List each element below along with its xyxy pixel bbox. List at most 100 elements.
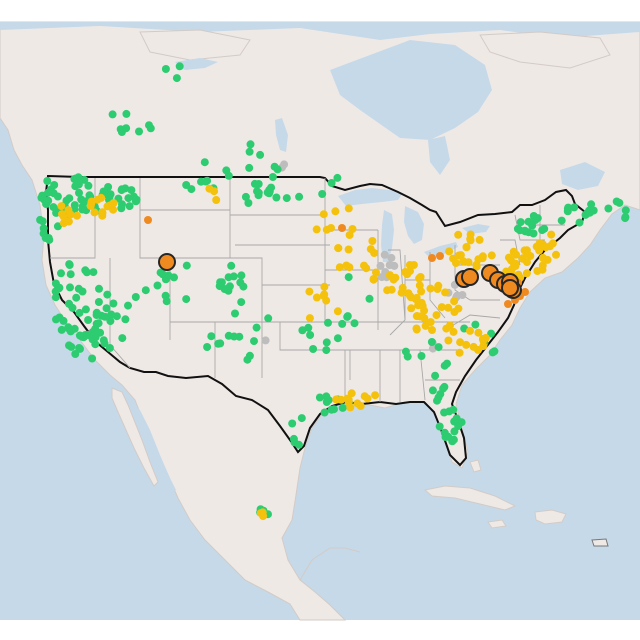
good-site-marker[interactable] (38, 217, 47, 226)
moderate-site-marker[interactable] (312, 225, 321, 234)
good-site-marker[interactable] (70, 324, 79, 333)
good-site-marker[interactable] (81, 305, 90, 314)
good-site-marker[interactable] (102, 189, 111, 198)
good-site-marker[interactable] (439, 384, 448, 393)
usg-site-marker[interactable] (436, 252, 444, 260)
good-site-marker[interactable] (94, 319, 103, 328)
good-site-marker[interactable] (441, 433, 450, 441)
moderate-site-marker[interactable] (456, 251, 465, 260)
good-site-marker[interactable] (417, 352, 426, 360)
good-site-marker[interactable] (43, 177, 52, 185)
good-site-marker[interactable] (435, 422, 444, 431)
good-site-marker[interactable] (231, 309, 239, 318)
moderate-site-marker[interactable] (416, 300, 424, 309)
good-site-marker[interactable] (237, 271, 246, 280)
good-site-marker[interactable] (125, 202, 134, 211)
good-site-marker[interactable] (71, 350, 80, 358)
good-site-marker[interactable] (350, 319, 359, 328)
moderate-site-marker[interactable] (475, 235, 484, 244)
good-site-marker[interactable] (443, 359, 451, 368)
good-site-marker[interactable] (95, 284, 103, 293)
moderate-site-marker[interactable] (459, 257, 468, 266)
moderate-site-marker[interactable] (462, 340, 471, 349)
good-site-marker[interactable] (57, 269, 65, 278)
moderate-site-marker[interactable] (407, 304, 416, 313)
good-site-marker[interactable] (272, 193, 281, 202)
good-site-marker[interactable] (327, 179, 336, 187)
good-site-marker[interactable] (127, 186, 136, 195)
moderate-site-marker[interactable] (109, 199, 118, 208)
good-site-marker[interactable] (282, 194, 291, 203)
good-site-marker[interactable] (182, 295, 191, 304)
good-site-marker[interactable] (109, 299, 118, 308)
moderate-site-marker[interactable] (444, 303, 453, 312)
moderate-site-marker[interactable] (538, 240, 547, 249)
good-site-marker[interactable] (333, 173, 342, 182)
good-site-marker[interactable] (161, 65, 170, 73)
moderate-site-marker[interactable] (472, 262, 481, 271)
good-site-marker[interactable] (85, 331, 94, 340)
good-site-marker[interactable] (102, 304, 111, 313)
good-site-marker[interactable] (612, 197, 621, 206)
good-site-marker[interactable] (318, 190, 327, 198)
moderate-site-marker[interactable] (420, 314, 429, 323)
moderate-site-marker[interactable] (322, 225, 331, 234)
good-site-marker[interactable] (520, 226, 529, 235)
good-site-marker[interactable] (440, 408, 449, 417)
good-site-marker[interactable] (528, 221, 537, 230)
usg-site-marker[interactable] (428, 254, 436, 262)
good-site-marker[interactable] (66, 283, 74, 292)
good-site-marker[interactable] (122, 124, 131, 133)
moderate-site-marker[interactable] (59, 212, 68, 221)
moderate-site-marker[interactable] (417, 287, 426, 296)
usg-site-marker[interactable] (144, 216, 152, 224)
good-site-marker[interactable] (434, 343, 443, 352)
good-site-marker[interactable] (243, 355, 252, 364)
moderate-site-marker[interactable] (533, 267, 542, 275)
good-site-marker[interactable] (84, 181, 93, 190)
good-site-marker[interactable] (88, 354, 97, 363)
moderate-site-marker[interactable] (347, 389, 356, 398)
good-site-marker[interactable] (82, 268, 91, 277)
moderate-site-marker[interactable] (356, 402, 365, 410)
moderate-site-marker[interactable] (462, 243, 471, 251)
good-site-marker[interactable] (99, 336, 108, 345)
good-site-marker[interactable] (289, 434, 298, 443)
moderate-site-marker[interactable] (434, 281, 443, 290)
good-site-marker[interactable] (49, 203, 58, 212)
good-site-marker[interactable] (124, 301, 132, 310)
moderate-site-marker[interactable] (109, 205, 118, 214)
moderate-site-marker[interactable] (455, 348, 464, 357)
good-site-marker[interactable] (224, 331, 233, 340)
good-site-marker[interactable] (72, 293, 81, 302)
good-site-marker[interactable] (52, 315, 60, 324)
moderate-site-marker[interactable] (552, 250, 560, 259)
good-site-marker[interactable] (294, 440, 303, 449)
good-site-marker[interactable] (121, 315, 130, 324)
good-site-marker[interactable] (322, 346, 331, 355)
good-site-marker[interactable] (203, 343, 212, 351)
usg-site-marker[interactable] (504, 300, 512, 308)
good-site-marker[interactable] (67, 342, 76, 351)
good-site-marker[interactable] (224, 286, 233, 295)
moderate-site-marker[interactable] (474, 255, 483, 264)
moderate-site-marker[interactable] (409, 261, 418, 269)
good-site-marker[interactable] (431, 371, 440, 380)
good-site-marker[interactable] (78, 287, 87, 296)
moderate-site-marker[interactable] (64, 206, 73, 215)
moderate-site-marker[interactable] (210, 187, 219, 196)
good-site-marker[interactable] (322, 338, 331, 347)
good-site-marker[interactable] (241, 192, 250, 201)
moderate-site-marker[interactable] (348, 225, 357, 233)
moderate-site-marker[interactable] (411, 295, 420, 304)
good-site-marker[interactable] (75, 188, 83, 197)
moderate-site-marker[interactable] (539, 253, 547, 262)
good-site-marker[interactable] (104, 183, 113, 191)
no-data-site-marker[interactable] (385, 261, 394, 269)
good-site-marker[interactable] (222, 166, 231, 175)
good-site-marker[interactable] (295, 192, 304, 201)
good-site-marker[interactable] (265, 189, 274, 198)
good-site-marker[interactable] (172, 74, 181, 83)
moderate-site-marker[interactable] (369, 275, 378, 283)
moderate-site-marker[interactable] (345, 231, 354, 239)
